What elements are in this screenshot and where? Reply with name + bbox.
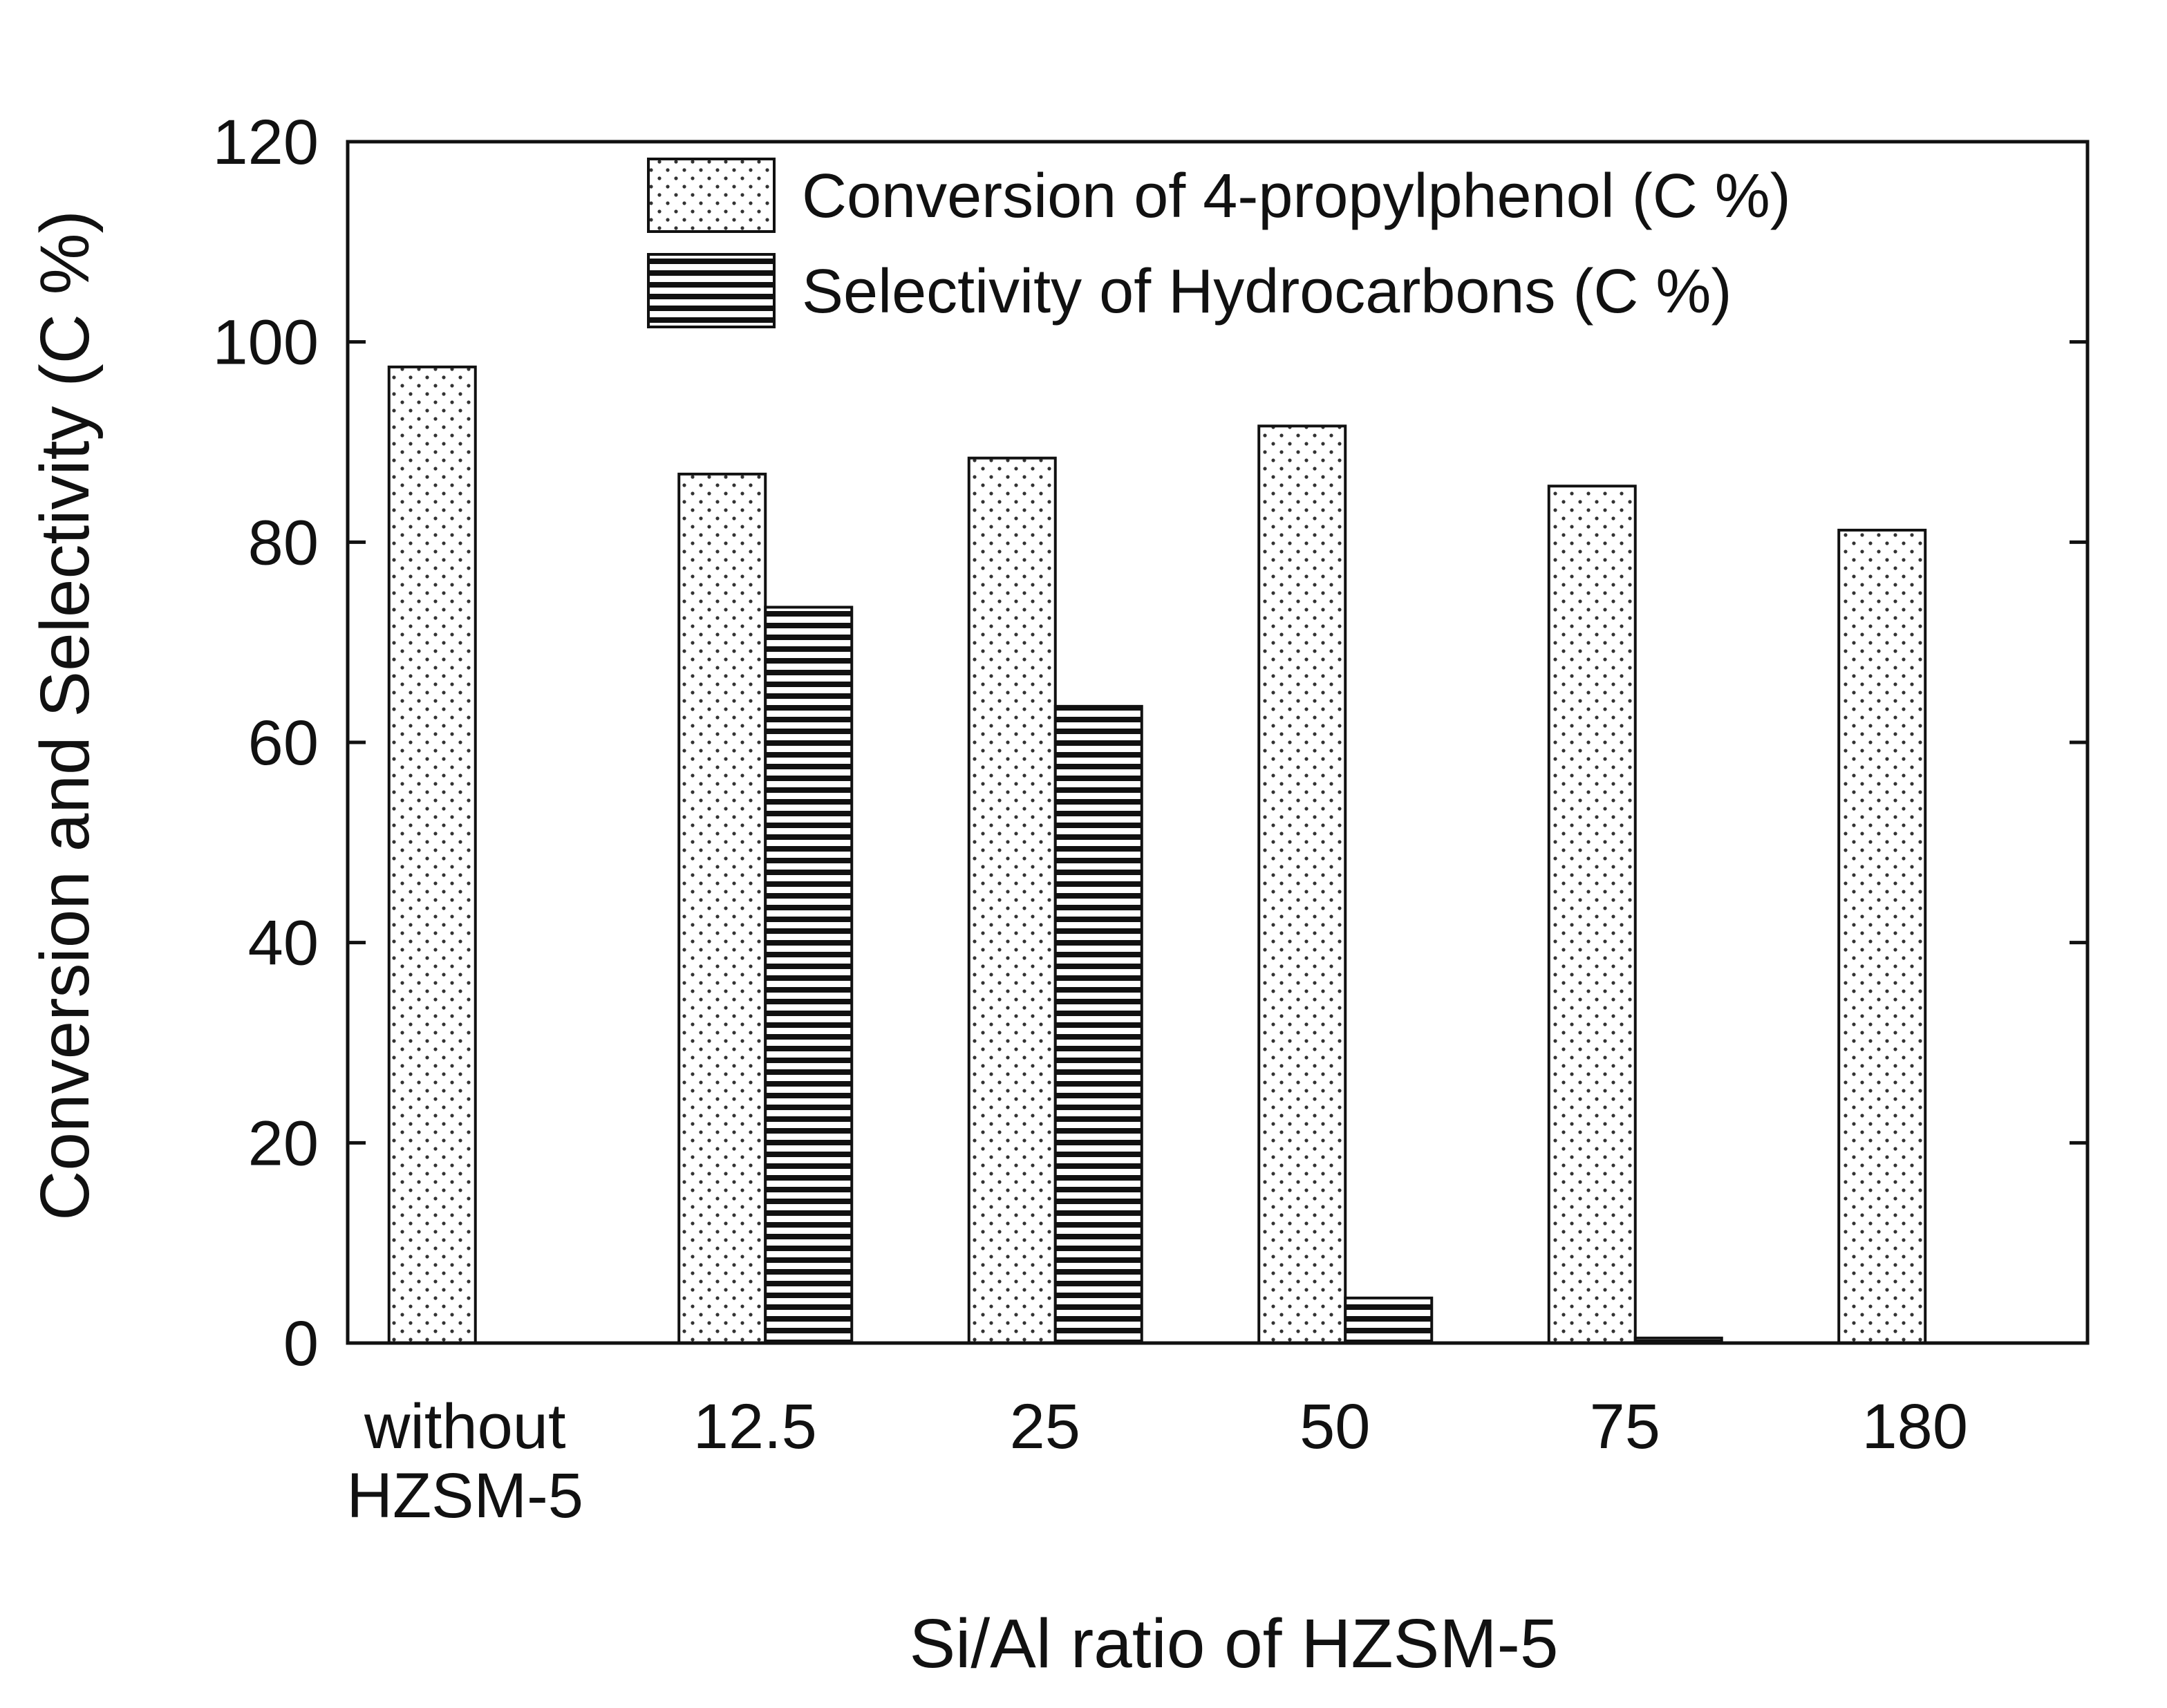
bar-conversion-2 [967, 456, 1057, 1344]
x-axis-title: Si/Al ratio of HZSM-5 [909, 1605, 1558, 1682]
bar-selectivity-2 [1053, 704, 1143, 1344]
bar-selectivity-3 [1344, 1296, 1434, 1344]
legend-label-conversion: Conversion of 4-propylphenol (C %) [802, 162, 1791, 231]
legend-swatch-selectivity [647, 253, 776, 328]
y-tick-label-6: 120 [213, 107, 319, 178]
x-category-label-5: 180 [1862, 1391, 1969, 1462]
x-category-label-2: 25 [1010, 1391, 1080, 1462]
y-axis-title: Conversion and Selectivity (C %) [26, 210, 104, 1221]
bars-layer [387, 365, 1927, 1344]
bar-conversion-3 [1257, 424, 1347, 1344]
legend: Conversion of 4-propylphenol (C %) Selec… [647, 158, 1791, 328]
y-tick-label-4: 80 [248, 507, 319, 578]
bar-conversion-1 [677, 472, 767, 1344]
x-category-label-0-line-0: without [364, 1391, 566, 1462]
bar-conversion-5 [1837, 528, 1927, 1344]
legend-label-selectivity: Selectivity of Hydrocarbons (C %) [802, 257, 1732, 326]
bar-conversion-0 [387, 365, 477, 1344]
x-category-label-3: 50 [1300, 1391, 1370, 1462]
y-tick-label-3: 60 [248, 708, 319, 778]
y-tick-label-1: 20 [248, 1108, 319, 1179]
bar-conversion-4 [1547, 485, 1637, 1344]
x-category-label-4: 75 [1590, 1391, 1660, 1462]
x-category-label-1: 12.5 [693, 1391, 817, 1462]
y-axis-ticks: 0 20 40 60 80 100 120 [213, 107, 2088, 1379]
bar-selectivity-1 [764, 606, 854, 1344]
x-category-label-0-line-1: HZSM-5 [347, 1461, 583, 1531]
y-tick-label-2: 40 [248, 908, 319, 979]
y-tick-label-5: 100 [213, 308, 319, 378]
y-tick-label-0: 0 [283, 1308, 319, 1379]
legend-swatch-conversion [647, 158, 776, 233]
